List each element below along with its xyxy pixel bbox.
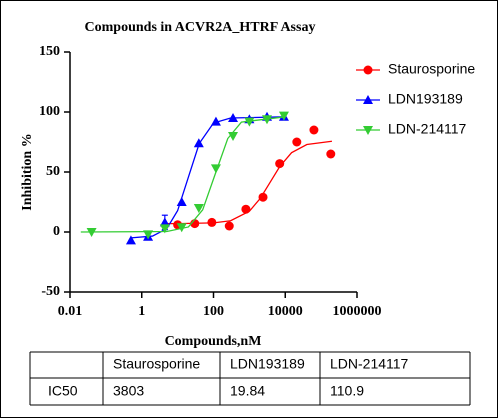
point <box>278 111 289 121</box>
point <box>292 137 302 147</box>
y-tick-label: 100 <box>39 104 60 119</box>
point <box>176 223 187 233</box>
point <box>159 217 170 227</box>
table-cell: 19.84 <box>230 383 265 399</box>
point <box>244 117 255 127</box>
x-tick-label: 1 <box>138 304 145 319</box>
y-tick-label: -50 <box>41 284 60 299</box>
y-tick-label: 150 <box>39 44 60 59</box>
point <box>262 115 273 125</box>
table-cell: 3803 <box>113 383 144 399</box>
legend-marker <box>363 95 373 104</box>
point <box>309 125 319 135</box>
point <box>176 197 187 206</box>
point <box>210 164 221 174</box>
point <box>193 204 204 213</box>
legend-label: LDN-214117 <box>388 121 467 137</box>
x-axis-label: Compounds,nM <box>165 334 262 349</box>
point <box>228 132 239 141</box>
point <box>210 116 221 126</box>
fit-curve <box>130 116 286 239</box>
point <box>326 149 336 159</box>
table-row-label: IC50 <box>48 383 78 399</box>
legend-marker <box>363 126 373 135</box>
y-tick-label: 0 <box>53 224 60 239</box>
point <box>143 230 154 240</box>
legend-label: LDN193189 <box>388 91 463 107</box>
legend-label: Staurosporine <box>388 61 475 77</box>
table-header: LDN193189 <box>230 356 305 372</box>
x-tick-label: 0.01 <box>58 304 83 319</box>
table-cell: 110.9 <box>330 383 364 399</box>
legend-marker <box>363 65 373 75</box>
chart-title: Compounds in ACVR2A_HTRF Assay <box>85 20 316 35</box>
point <box>224 221 234 231</box>
table-header: Staurosporine <box>113 356 200 372</box>
y-tick-label: 50 <box>46 164 60 179</box>
point <box>193 138 204 148</box>
point <box>258 192 268 202</box>
table <box>29 351 471 406</box>
point <box>86 228 97 237</box>
x-tick-label: 1000000 <box>333 304 382 319</box>
x-tick-label: 100 <box>203 304 224 319</box>
point <box>228 113 239 122</box>
fit-curve <box>80 116 286 233</box>
point <box>241 204 251 214</box>
point <box>275 159 285 169</box>
point <box>159 224 170 234</box>
x-tick-label: 10000 <box>268 304 303 319</box>
table-header: LDN-214117 <box>330 356 409 372</box>
point <box>125 235 136 245</box>
point <box>207 217 217 227</box>
y-axis-label: Inhibition % <box>20 133 35 210</box>
